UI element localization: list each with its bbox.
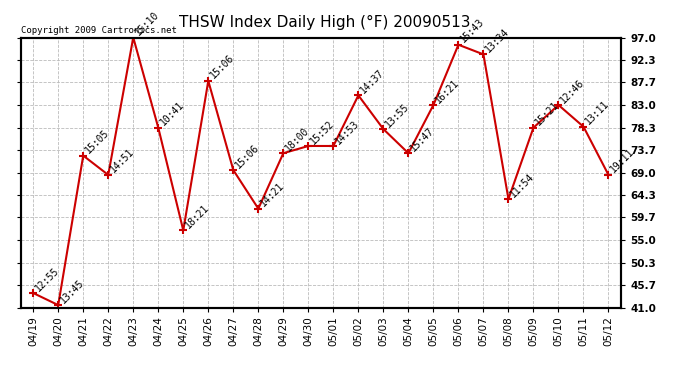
- Point: [503, 196, 514, 202]
- Point: [478, 51, 489, 57]
- Text: 13:11: 13:11: [584, 99, 611, 127]
- Point: [178, 227, 189, 233]
- Text: 13:34: 13:34: [484, 27, 511, 54]
- Text: 15:10: 15:10: [133, 10, 161, 38]
- Text: 15:52: 15:52: [308, 118, 336, 146]
- Text: 14:51: 14:51: [108, 147, 136, 175]
- Point: [152, 124, 164, 130]
- Point: [128, 34, 139, 40]
- Text: 14:37: 14:37: [358, 68, 386, 95]
- Point: [303, 143, 314, 149]
- Text: 13:55: 13:55: [384, 101, 411, 129]
- Text: 18:00: 18:00: [284, 125, 311, 153]
- Text: 10:41: 10:41: [158, 100, 186, 128]
- Text: 12:46: 12:46: [558, 77, 586, 105]
- Text: 15:43: 15:43: [458, 17, 486, 45]
- Text: 15:06: 15:06: [233, 142, 261, 170]
- Point: [528, 124, 539, 130]
- Text: 19:11: 19:11: [609, 147, 636, 175]
- Text: 15:06: 15:06: [208, 53, 236, 81]
- Point: [353, 92, 364, 98]
- Point: [203, 78, 214, 84]
- Point: [553, 102, 564, 108]
- Text: THSW Index Daily High (°F) 20090513: THSW Index Daily High (°F) 20090513: [179, 15, 470, 30]
- Point: [328, 143, 339, 149]
- Text: 13:45: 13:45: [58, 277, 86, 305]
- Text: 11:54: 11:54: [509, 171, 536, 199]
- Text: 15:05: 15:05: [83, 128, 111, 156]
- Point: [278, 150, 289, 156]
- Text: 14:53: 14:53: [333, 118, 361, 146]
- Point: [52, 302, 63, 308]
- Point: [228, 167, 239, 173]
- Point: [603, 172, 614, 178]
- Text: Copyright 2009 Cartronics.net: Copyright 2009 Cartronics.net: [21, 26, 177, 35]
- Point: [428, 102, 439, 108]
- Text: 12:55: 12:55: [33, 265, 61, 293]
- Text: 15:21: 15:21: [533, 100, 561, 128]
- Text: 14:21: 14:21: [258, 181, 286, 209]
- Point: [578, 124, 589, 130]
- Point: [453, 42, 464, 48]
- Point: [403, 150, 414, 156]
- Point: [378, 126, 389, 132]
- Point: [103, 172, 114, 178]
- Point: [253, 206, 264, 212]
- Point: [28, 290, 39, 296]
- Text: 16:21: 16:21: [433, 77, 461, 105]
- Text: 18:21: 18:21: [184, 202, 211, 230]
- Point: [78, 153, 89, 159]
- Text: 15:47: 15:47: [408, 125, 436, 153]
